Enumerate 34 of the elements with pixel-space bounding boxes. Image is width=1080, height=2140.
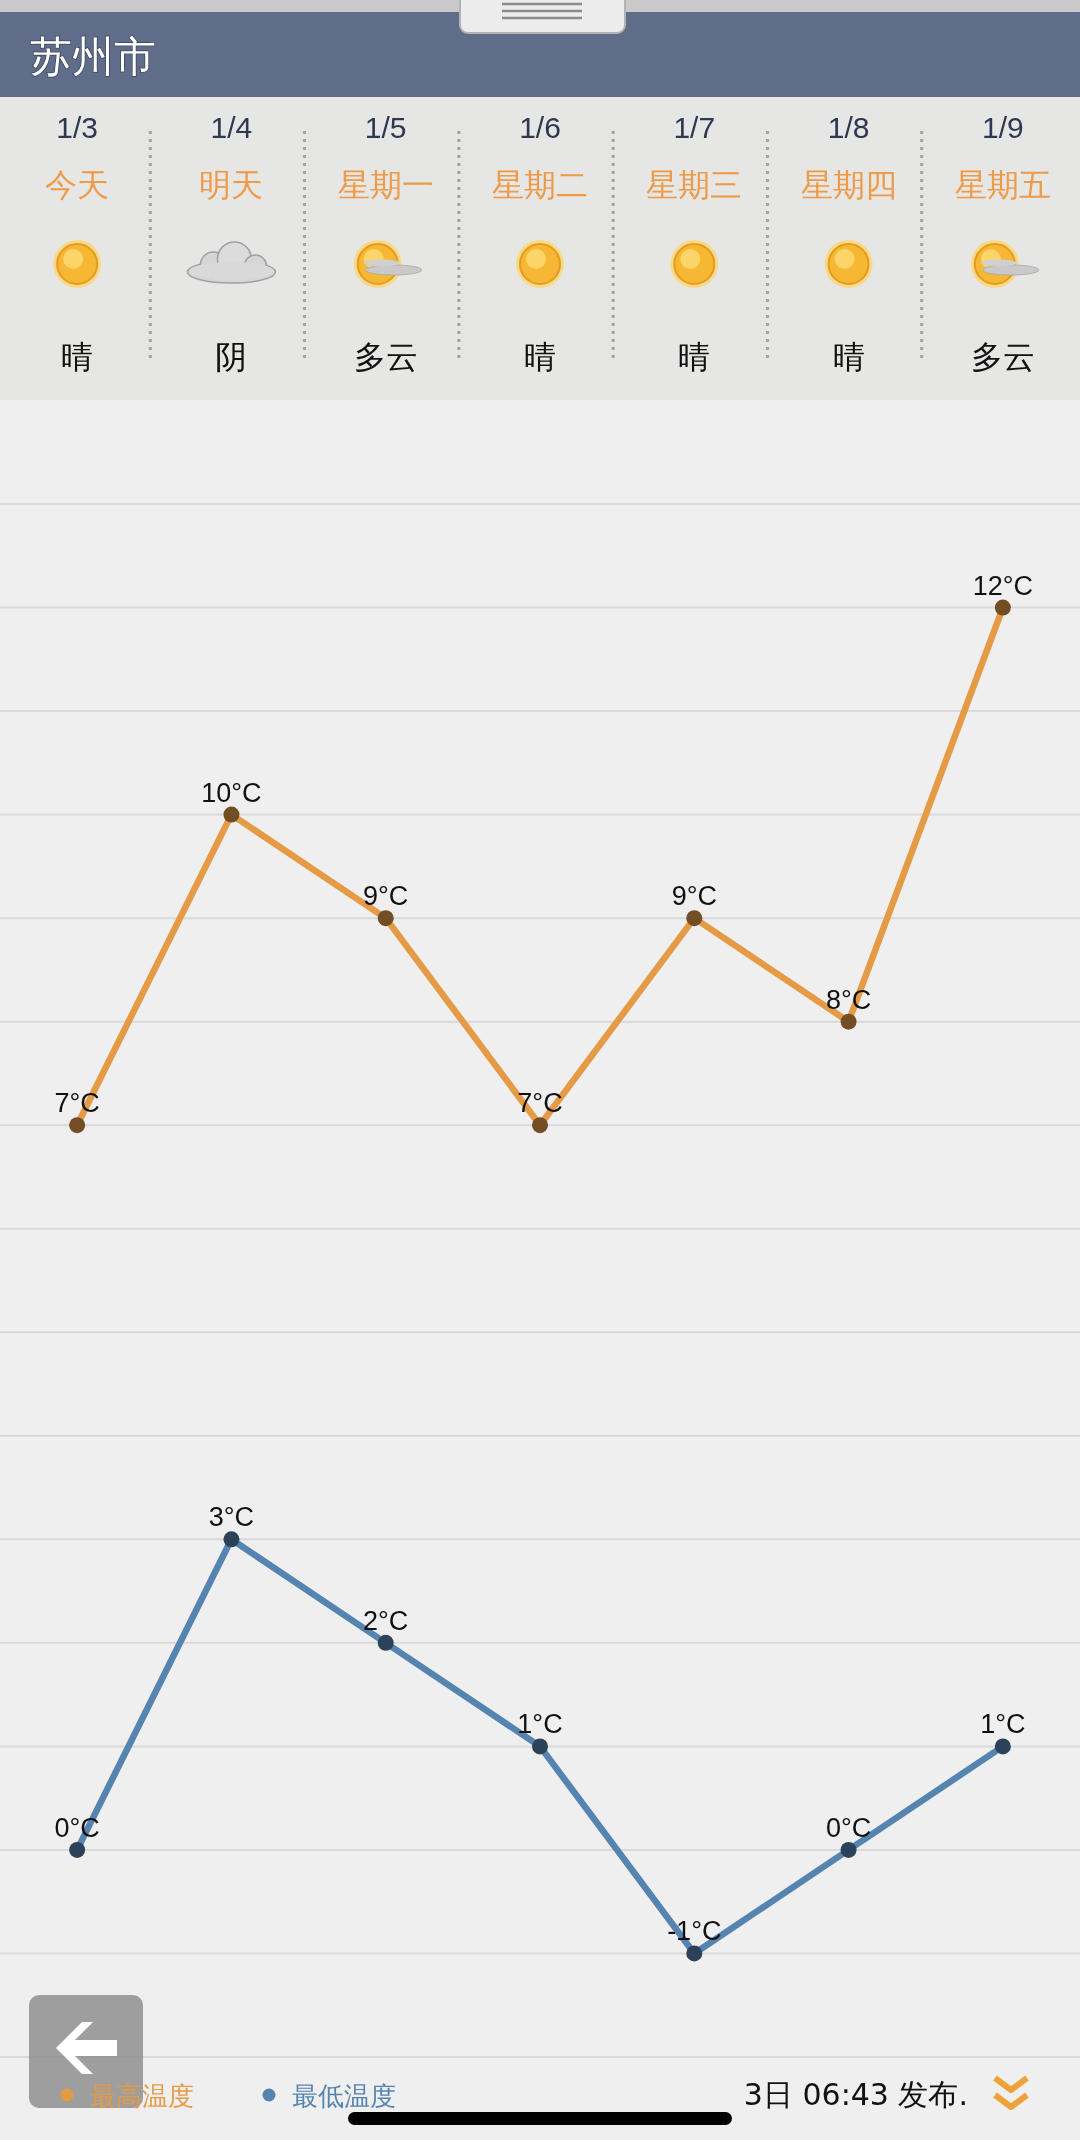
text: 多云 [970,338,1035,376]
chart-title: 苏州市 [30,32,156,81]
data-label: 1°C [980,1709,1026,1740]
text: 今天 [45,166,110,204]
text: 3日 06:43 发布. [743,2077,968,2112]
text: 星期二 [492,166,588,204]
text: 星期五 [954,166,1051,204]
text: 多云 [353,338,418,376]
text: 阴 [215,338,248,376]
text: 星期三 [646,166,743,204]
text: 晴 [524,338,556,376]
legend-label: 最低温度 [292,2081,396,2111]
text: 星期四 [800,166,897,204]
data-label: 0°C [825,1812,872,1843]
x-tick-label: 1/4 [210,111,253,144]
data-label: 12°C [972,570,1034,601]
data-label: 10°C [201,777,262,808]
data-label: 1°C [517,1709,563,1740]
data-label: 9°C [363,881,409,912]
text: 星期一 [337,166,434,204]
x-tick-label: 1/8 [827,111,870,144]
x-tick-label: 1/5 [364,111,407,144]
text: 明天 [199,166,264,204]
legend-label: 最高温度 [90,2081,194,2111]
text: 晴 [832,338,865,376]
x-tick-label: 1/3 [56,111,98,144]
data-label: 2°C [363,1605,409,1636]
text: 晴 [678,338,711,376]
data-label: 3°C [208,1502,255,1533]
data-label: 9°C [671,881,717,912]
x-tick-label: 1/6 [519,111,561,144]
x-tick-label: 1/7 [673,111,716,144]
text: 晴 [61,338,94,376]
x-tick-label: 1/9 [982,111,1024,144]
